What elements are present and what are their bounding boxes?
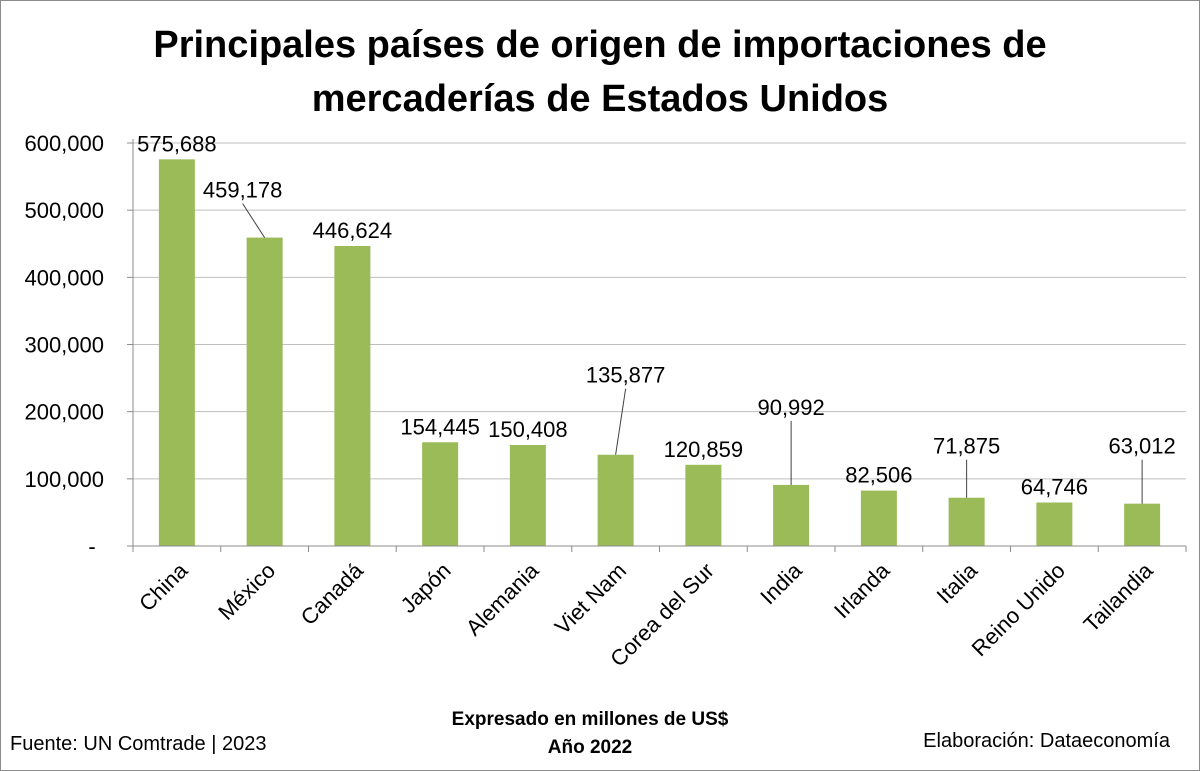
data-label: 82,506: [845, 463, 912, 488]
x-tick-label: Tailandia: [1079, 557, 1159, 637]
axis-note-line-1: Expresado en millones de US$: [451, 709, 729, 730]
bar-corea-del-sur: [685, 464, 722, 546]
data-label: 150,408: [488, 417, 568, 442]
bar-india: [773, 484, 810, 546]
leader-line: [615, 388, 627, 455]
x-tick-label: Canadá: [296, 557, 369, 630]
y-tick-label: 300,000: [24, 333, 104, 358]
data-label: 71,875: [933, 434, 1000, 459]
x-tick-label: India: [755, 557, 807, 609]
y-tick-label: 400,000: [24, 265, 104, 290]
x-tick-label: China: [134, 557, 193, 616]
x-tick-label: Japón: [396, 558, 456, 618]
bar-china: [158, 159, 195, 546]
data-label: 63,012: [1108, 434, 1175, 459]
y-tick-label: -: [88, 534, 95, 559]
data-label: 446,624: [313, 218, 393, 243]
x-tick-label: Irlanda: [829, 557, 895, 623]
bar-alemania: [509, 444, 546, 546]
chart-title: Principales países de origen de importac…: [0, 18, 1200, 126]
data-label: 154,445: [400, 414, 480, 439]
data-label-leaders: [242, 203, 1143, 504]
chart-title-line-1: Principales países de origen de importac…: [153, 24, 1047, 66]
x-tick-label: Reino Unido: [967, 558, 1070, 661]
gridlines: [133, 142, 1186, 480]
y-tick-label: 500,000: [24, 198, 104, 223]
leader-line: [242, 203, 266, 238]
data-label: 575,688: [137, 131, 217, 156]
bar-canadá: [334, 246, 371, 546]
data-label: 64,746: [1021, 475, 1088, 500]
bar-méxico: [246, 237, 283, 546]
y-tick-label: 600,000: [24, 131, 104, 156]
x-tick-label: Viet Nam: [550, 558, 631, 639]
bar-irlanda: [860, 490, 897, 546]
data-label: 90,992: [757, 395, 824, 420]
axis-note: Expresado en millones de US$ Año 2022: [380, 706, 800, 762]
y-tick-labels: - 100,000 200,000 300,000 400,000 500,000 600,…: [24, 131, 104, 559]
x-tick-label: México: [213, 558, 280, 625]
chart-title-line-2: mercaderías de Estados Unidos: [311, 78, 889, 120]
data-label: 120,859: [664, 437, 744, 462]
bar-tailandia: [1124, 503, 1161, 546]
axes: [127, 139, 1187, 552]
x-tick-label: Alemania: [461, 557, 544, 640]
bar-reino-unido: [1036, 502, 1073, 546]
source-note: Fuente: UN Comtrade | 2023: [10, 733, 267, 755]
bar-japón: [422, 442, 459, 546]
data-label: 135,877: [586, 363, 666, 388]
x-tick-label: Italia: [932, 557, 983, 608]
bar-viet-nam: [597, 454, 634, 546]
bar-italia: [948, 497, 985, 546]
axis-note-line-2: Año 2022: [547, 737, 633, 758]
y-tick-label: 100,000: [24, 467, 104, 492]
bars: [158, 159, 1161, 546]
data-labels: 575,688 459,178 446,624 154,445 150,408 135,8…: [137, 131, 1176, 499]
x-tick-labels: China México Canadá Japón Alemania Viet NamCo…: [134, 557, 1158, 671]
data-label: 459,178: [203, 178, 283, 203]
credit-note: Elaboración: Dataeconomía: [923, 730, 1170, 752]
y-tick-label: 200,000: [24, 400, 104, 425]
